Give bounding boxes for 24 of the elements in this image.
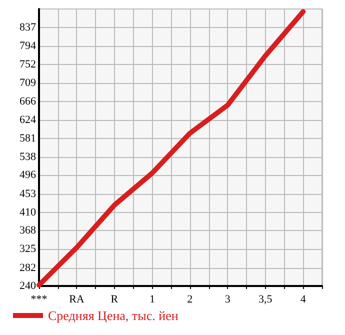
y-tick-label: 325 [20,243,36,256]
y-tick-label: 368 [20,224,36,237]
x-tick-label: R [110,294,119,306]
x-tick-label: 4 [300,294,306,306]
y-tick-label: 453 [20,188,36,200]
y-tick-label: 794 [20,40,36,52]
y-tick-label: 624 [20,114,36,126]
y-tick-label: 538 [20,151,36,164]
x-tick-label: *** [30,294,48,306]
y-tick-label: 752 [20,58,36,70]
legend-label: Средняя Цена, тыс. йен [48,308,178,323]
y-tick-label: 709 [20,77,36,90]
y-tick-label: 410 [20,206,36,218]
y-tick-label: 581 [20,132,36,144]
y-tick-label: 837 [20,22,36,34]
y-tick-label: 240 [20,280,36,292]
x-tick-label: 3,5 [258,294,273,306]
y-tick-label: 496 [20,169,36,182]
x-tick-label: 3 [224,294,231,306]
x-tick-label: 2 [187,294,193,306]
y-tick-label: 666 [20,96,36,108]
y-tick-label: 282 [20,262,36,274]
x-tick-label: RA [69,294,84,306]
x-tick-label: 1 [149,294,155,306]
